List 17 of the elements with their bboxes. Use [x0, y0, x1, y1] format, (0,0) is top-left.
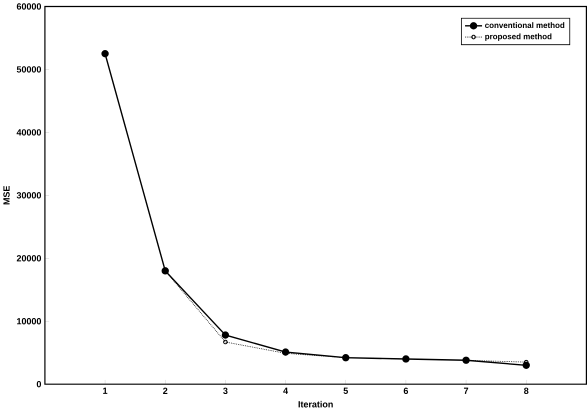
x-tick-label: 2 [163, 388, 168, 394]
y-tick-label: 10000 [17, 318, 42, 325]
x-tick-label: 3 [223, 388, 228, 394]
x-tick-label: 4 [283, 388, 288, 394]
y-tick-label: 40000 [16, 129, 42, 136]
x-axis-title: Iteration [298, 400, 333, 408]
y-tick-label: 30000 [16, 192, 42, 199]
x-tick-label: 1 [103, 388, 108, 394]
y-tick-label: 0 [36, 381, 42, 388]
x-tick-label: 5 [344, 388, 348, 394]
x-tick-label: 6 [404, 388, 408, 394]
x-tick-label: 7 [464, 388, 468, 394]
y-tick-label: 20000 [16, 255, 42, 262]
y-tick-label: 50000 [16, 66, 42, 73]
x-tick-label: 8 [524, 388, 528, 394]
y-axis-title: MSE [3, 186, 10, 205]
y-tick-label: 60000 [16, 3, 42, 10]
